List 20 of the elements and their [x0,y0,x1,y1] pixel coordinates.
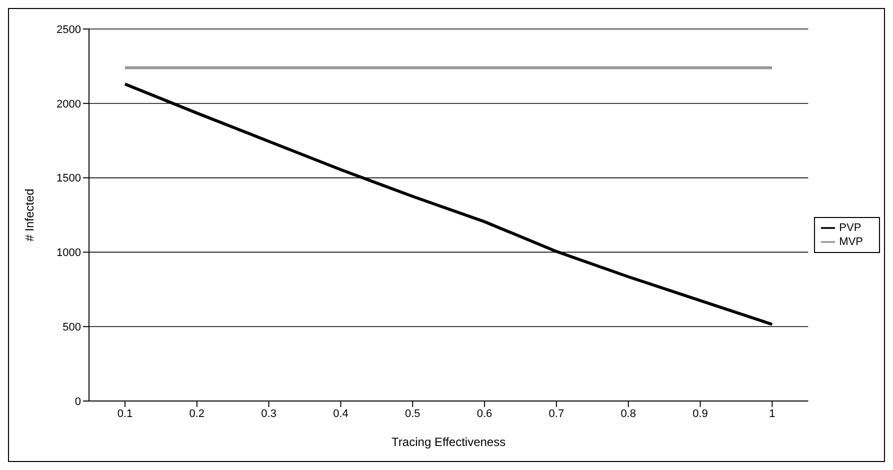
x-tick-label: 0.7 [548,408,564,420]
x-tick-label: 0.3 [261,408,276,420]
y-tick-label: 2000 [56,98,81,110]
legend-label: PVP [839,222,862,234]
x-tick-label: 0.2 [189,408,205,420]
x-tick-label: 1 [769,408,776,420]
x-tick-label: 0.1 [117,408,133,420]
x-tick-label: 0.4 [333,408,348,420]
y-tick-label: 1500 [56,172,81,185]
y-tick-label: 0 [74,396,81,408]
x-axis-title: Tracing Effectiveness [392,435,506,449]
y-tick-label: 500 [62,322,81,334]
legend-label: MVP [839,236,863,248]
x-tick-label: 0.5 [404,408,420,420]
x-tick-label: 0.9 [692,408,708,420]
x-tick-label: 0.8 [620,408,636,420]
y-axis-title: # Infected [22,188,36,242]
y-tick-label: 1000 [56,247,81,260]
x-tick-label: 0.6 [476,408,492,420]
y-tick-label: 2500 [56,24,81,36]
